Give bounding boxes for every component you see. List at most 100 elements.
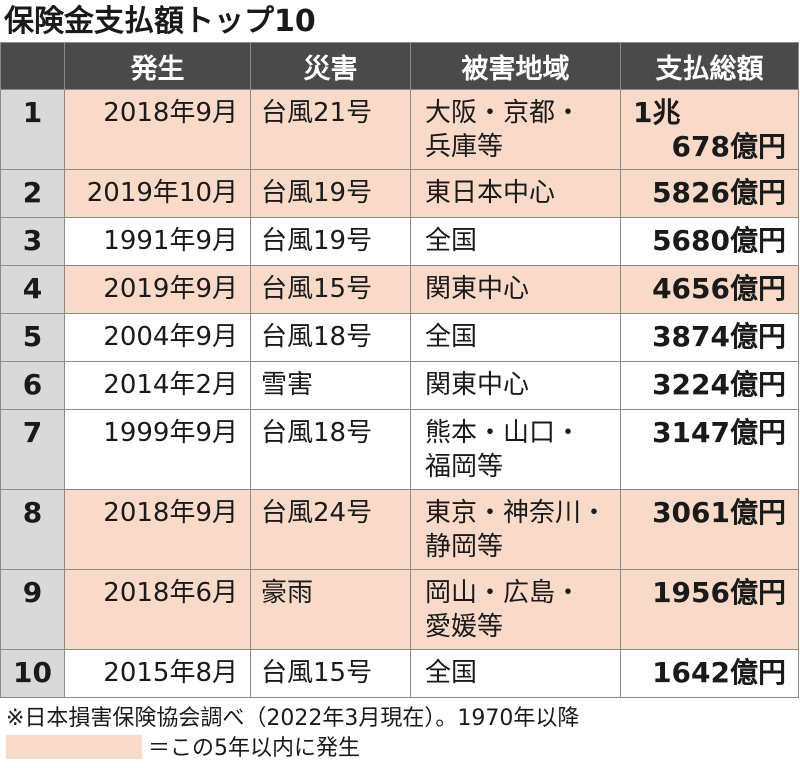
date-cell: 2018年9月 — [64, 89, 251, 170]
date-cell: 1991年9月 — [64, 217, 251, 266]
legend: ＝この5年以内に発生 — [6, 734, 360, 764]
rank-number: 1 — [22, 96, 43, 129]
area-cell: 全国 — [410, 649, 621, 698]
date-cell: 2019年10月 — [64, 169, 251, 218]
rank-cell: 6 — [0, 361, 65, 410]
table-row: 7 1999年9月 台風18号 熊本・山口・ 福岡等 3147億円 — [0, 409, 799, 490]
disaster-cell: 台風21号 — [250, 89, 411, 170]
insurance-payout-table: 発生 災害 被害地域 支払総額 1 2018年9月 台風21号 大阪・京都・ 兵庫等 1兆… — [0, 42, 799, 698]
table-row: 4 2019年9月 台風15号 関東中心 4656億円 — [0, 265, 799, 314]
header-area: 被害地域 — [410, 42, 621, 90]
rank-number: 7 — [22, 416, 43, 449]
disaster-name: 台風15号 — [261, 274, 373, 304]
legend-swatch — [6, 735, 142, 759]
occurrence-date: 2015年8月 — [103, 658, 238, 688]
area-line-1: 熊本・山口・ — [425, 418, 582, 448]
date-cell: 1999年9月 — [64, 409, 251, 490]
occurrence-date: 2014年2月 — [103, 370, 238, 400]
disaster-cell: 台風18号 — [250, 313, 411, 362]
date-cell: 2018年6月 — [64, 569, 251, 650]
area-cell: 熊本・山口・ 福岡等 — [410, 409, 621, 490]
date-cell: 2019年9月 — [64, 265, 251, 314]
rank-cell: 1 — [0, 89, 65, 170]
date-cell: 2015年8月 — [64, 649, 251, 698]
disaster-name: 雪害 — [261, 370, 314, 400]
disaster-name: 台風18号 — [261, 418, 373, 448]
header-rank — [0, 42, 65, 90]
amount-value: 3874億円 — [652, 320, 786, 353]
area-line-1: 関東中心 — [425, 274, 530, 304]
occurrence-date: 2018年6月 — [103, 578, 238, 608]
rank-number: 10 — [13, 656, 52, 689]
table-row: 1 2018年9月 台風21号 大阪・京都・ 兵庫等 1兆 678億円 — [0, 89, 799, 170]
rank-number: 2 — [22, 176, 43, 209]
amount-cell: 1642億円 — [620, 649, 799, 698]
area-line-1: 全国 — [425, 658, 478, 688]
amount-value: 3061億円 — [652, 496, 786, 529]
rank-cell: 9 — [0, 569, 65, 650]
disaster-name: 豪雨 — [261, 578, 314, 608]
amount-cell: 1兆 678億円 — [620, 89, 799, 170]
disaster-cell: 台風15号 — [250, 649, 411, 698]
disaster-cell: 台風18号 — [250, 409, 411, 490]
table-row: 8 2018年9月 台風24号 東京・神奈川・ 静岡等 3061億円 — [0, 489, 799, 570]
disaster-cell: 台風24号 — [250, 489, 411, 570]
table-header-row: 発生 災害 被害地域 支払総額 — [0, 42, 799, 90]
occurrence-date: 2004年9月 — [103, 322, 238, 352]
disaster-name: 台風18号 — [261, 322, 373, 352]
table-body: 1 2018年9月 台風21号 大阪・京都・ 兵庫等 1兆 678億円 2 2019年10月 台風… — [0, 89, 799, 698]
disaster-cell: 台風19号 — [250, 169, 411, 218]
page-title: 保険金支払額トップ10 — [4, 4, 316, 39]
occurrence-date: 2019年9月 — [103, 274, 238, 304]
amount-line-1: 1兆 — [633, 96, 681, 129]
occurrence-date: 2018年9月 — [103, 98, 238, 128]
amount-value: 5826億円 — [652, 176, 786, 209]
rank-number: 9 — [22, 576, 43, 609]
amount-value: 3224億円 — [652, 368, 786, 401]
rank-number: 3 — [22, 224, 43, 257]
area-line-2: 兵庫等 — [425, 132, 504, 162]
date-cell: 2004年9月 — [64, 313, 251, 362]
disaster-name: 台風19号 — [261, 178, 373, 208]
rank-cell: 2 — [0, 169, 65, 218]
rank-cell: 3 — [0, 217, 65, 266]
occurrence-date: 2018年9月 — [103, 498, 238, 528]
amount-cell: 1956億円 — [620, 569, 799, 650]
disaster-cell: 豪雨 — [250, 569, 411, 650]
area-line-1: 全国 — [425, 322, 478, 352]
amount-value: 3147億円 — [652, 416, 786, 449]
amount-cell: 3061億円 — [620, 489, 799, 570]
amount-line-2: 678億円 — [671, 130, 786, 163]
rank-cell: 4 — [0, 265, 65, 314]
date-cell: 2014年2月 — [64, 361, 251, 410]
rank-cell: 7 — [0, 409, 65, 490]
amount-cell: 5826億円 — [620, 169, 799, 218]
area-line-1: 関東中心 — [425, 370, 530, 400]
rank-cell: 5 — [0, 313, 65, 362]
table-row: 10 2015年8月 台風15号 全国 1642億円 — [0, 649, 799, 698]
disaster-cell: 台風15号 — [250, 265, 411, 314]
disaster-name: 台風15号 — [261, 658, 373, 688]
table-row: 3 1991年9月 台風19号 全国 5680億円 — [0, 217, 799, 266]
area-line-1: 東日本中心 — [425, 178, 556, 208]
rank-number: 6 — [22, 368, 43, 401]
area-line-2: 静岡等 — [425, 532, 504, 562]
source-footnote: ※日本損害保険協会調べ（2022年3月現在）。1970年以降 — [6, 706, 580, 731]
area-cell: 全国 — [410, 217, 621, 266]
table-row: 5 2004年9月 台風18号 全国 3874億円 — [0, 313, 799, 362]
header-disaster: 災害 — [250, 42, 411, 90]
amount-cell: 4656億円 — [620, 265, 799, 314]
area-cell: 関東中心 — [410, 361, 621, 410]
legend-text: ＝この5年以内に発生 — [148, 736, 360, 761]
table-row: 6 2014年2月 雪害 関東中心 3224億円 — [0, 361, 799, 410]
area-line-2: 福岡等 — [425, 452, 504, 482]
area-cell: 東日本中心 — [410, 169, 621, 218]
area-cell: 大阪・京都・ 兵庫等 — [410, 89, 621, 170]
area-line-1: 全国 — [425, 226, 478, 256]
area-line-1: 大阪・京都・ — [425, 98, 582, 128]
disaster-cell: 雪害 — [250, 361, 411, 410]
disaster-name: 台風21号 — [261, 98, 373, 128]
amount-value: 4656億円 — [652, 272, 786, 305]
amount-cell: 3224億円 — [620, 361, 799, 410]
amount-cell: 3874億円 — [620, 313, 799, 362]
